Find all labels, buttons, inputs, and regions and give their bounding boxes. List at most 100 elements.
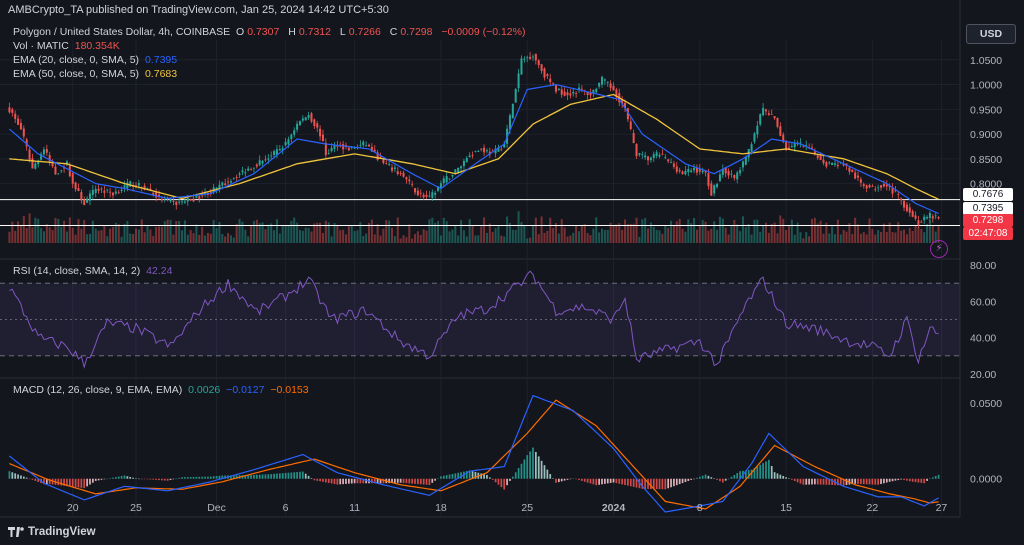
candle-body [258, 160, 261, 166]
candle-body [91, 189, 94, 195]
candle-body [483, 147, 486, 153]
volume-bar [684, 231, 687, 243]
price-tick-label: 1.0000 [970, 80, 1002, 92]
macd-histogram-bar [514, 472, 517, 479]
ema20-legend[interactable]: EMA (20, close, 0, SMA, 5) 0.7395 [13, 54, 180, 66]
volume-bar [465, 236, 468, 243]
symbol-legend[interactable]: Polygon / United States Dollar, 4h, COIN… [13, 26, 528, 38]
lightning-icon[interactable]: ⚡ [930, 240, 948, 258]
macd-histogram-bar [184, 477, 186, 479]
candle-body [707, 173, 710, 187]
macd-histogram-bar [362, 478, 365, 484]
candle-body [391, 167, 394, 171]
macd-histogram-bar [802, 478, 805, 485]
candle-body [600, 76, 604, 85]
volume-bar [350, 225, 353, 243]
candle-body [31, 158, 34, 169]
macd-line [9, 394, 939, 513]
macd-histogram-bar [644, 478, 647, 489]
volume-bar [324, 220, 327, 243]
candle-body [739, 170, 742, 174]
volume-bar [137, 229, 140, 243]
ema50-value: 0.7683 [144, 68, 178, 80]
volume-bar [693, 217, 696, 243]
candle-body [802, 146, 805, 148]
macd-histogram-bar [557, 478, 560, 483]
volume-bar [736, 224, 739, 243]
macd-histogram-bar [376, 478, 379, 484]
rsi-panel [0, 270, 960, 369]
candle-body [805, 144, 808, 146]
volume-bar [353, 231, 356, 243]
volume-bar [209, 233, 212, 243]
volume-bar [304, 227, 307, 243]
candle-body [511, 103, 514, 119]
candle-body [14, 113, 17, 119]
candle-body [822, 159, 825, 164]
volume-bar [11, 221, 14, 243]
candle-body [63, 167, 66, 169]
ema50-legend[interactable]: EMA (50, close, 0, SMA, 5) 0.7683 [13, 68, 180, 80]
candle-body [517, 73, 520, 89]
ema20-label: EMA (20, close, 0, SMA, 5) [13, 54, 140, 66]
volume-bar [606, 229, 609, 243]
volume-legend[interactable]: Vol · MATIC 180.354K [13, 40, 123, 52]
volume-bar [514, 229, 517, 243]
macd-histogram-bar [929, 478, 931, 480]
macd-legend[interactable]: MACD (12, 26, close, 9, EMA, EMA) 0.0026… [13, 384, 312, 396]
macd-histogram-bar [604, 478, 606, 484]
volume-bar [457, 235, 460, 243]
candle-body [865, 185, 868, 189]
macd-histogram-bar [759, 464, 762, 479]
volume-bar [158, 226, 161, 243]
volume-bar [448, 231, 451, 243]
volume-bar [287, 225, 290, 243]
macd-histogram-bar [871, 478, 874, 485]
candle-body [152, 192, 155, 195]
candle-body [730, 173, 733, 175]
macd-histogram-bar [414, 478, 416, 484]
candle-body [422, 194, 425, 198]
candle-body [77, 188, 80, 192]
candle-body [828, 162, 831, 164]
ohlc-c-label: C [389, 26, 398, 38]
macd-histogram-bar [555, 478, 557, 483]
macd-histogram-bar [287, 472, 290, 479]
candle-body [787, 147, 790, 150]
currency-button[interactable]: USD [966, 24, 1016, 44]
volume-bar [25, 228, 28, 243]
volume-bar [678, 218, 681, 243]
candle-body [221, 182, 224, 186]
macd-histogram-bar [845, 478, 848, 486]
candle-body [454, 169, 457, 173]
candle-body [514, 89, 517, 103]
candle-body [937, 217, 940, 219]
volume-bar [201, 226, 204, 243]
candle-body [186, 198, 189, 202]
macd-histogram-bar [842, 478, 845, 486]
macd-histogram-bar [31, 478, 34, 480]
macd-histogram-bar [293, 472, 296, 479]
candle-body [713, 185, 716, 194]
volume-bar [382, 228, 385, 243]
candle-body [868, 184, 871, 188]
rsi-value: 42.24 [146, 265, 173, 277]
volume-bar [644, 218, 647, 243]
axes: 1.0500 1.0000 0.9500 0.9000 0.8500 0.8000 20 25… [67, 55, 1002, 514]
volume-bar [327, 222, 330, 243]
candle-body [793, 143, 796, 148]
candle-body [917, 220, 920, 226]
macd-histogram-bar [825, 478, 828, 485]
macd-histogram-bar [273, 473, 275, 479]
volume-bar [506, 216, 509, 243]
volume-bar [603, 230, 606, 243]
rsi-legend[interactable]: RSI (14, close, SMA, 14, 2) 42.24 [13, 265, 175, 277]
candle-body [261, 160, 264, 164]
candle-body [497, 147, 500, 152]
volume-bar [367, 222, 371, 243]
candle-body [393, 167, 396, 169]
candle-body [681, 171, 684, 175]
macd-histogram-bar [301, 471, 304, 479]
volume-bar [785, 229, 788, 243]
